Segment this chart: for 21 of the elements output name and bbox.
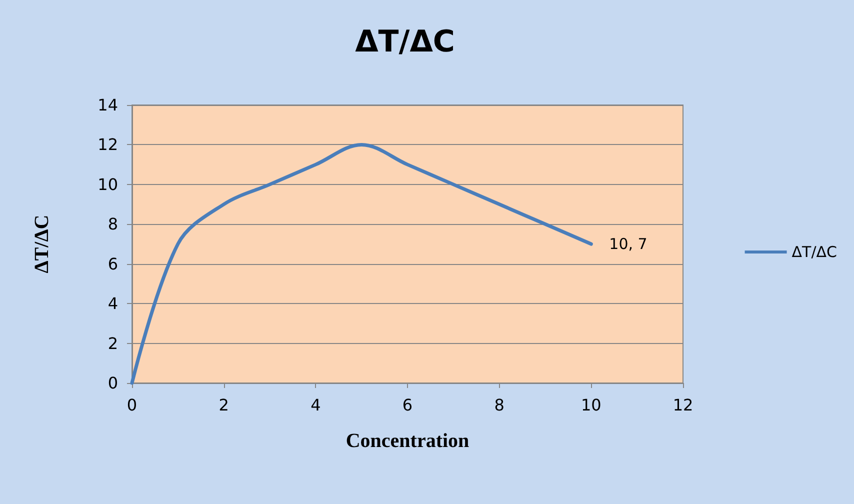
line-series (130, 142, 593, 385)
x-axis-title: Concentration (346, 430, 470, 452)
y-tick-label: 0 (108, 374, 118, 392)
x-tick-label: 0 (126, 396, 138, 414)
y-tick-label: 4 (108, 294, 118, 314)
x-tick-label: 8 (494, 396, 504, 414)
y-tick-label: 2 (108, 334, 118, 353)
y-tick-label: 6 (108, 254, 118, 274)
y-axis-title: ΔT/ΔC (31, 214, 53, 274)
y-tick-label: 14 (98, 96, 118, 114)
y-tick-label: 12 (98, 135, 118, 154)
y-tick-label: 10 (98, 174, 118, 194)
chart-title: ΔT/ΔC (355, 24, 455, 60)
x-tick-label: 12 (672, 396, 694, 414)
x-tick-label: 4 (310, 396, 321, 414)
annotation: 10, 7 (609, 235, 648, 253)
x-tick-label: 10 (580, 396, 602, 414)
y-tick-label: 8 (108, 214, 118, 234)
x-tick-label: 6 (402, 396, 413, 414)
x-tick-label: 2 (218, 396, 229, 414)
legend-label: ΔT/ΔC (792, 243, 838, 261)
